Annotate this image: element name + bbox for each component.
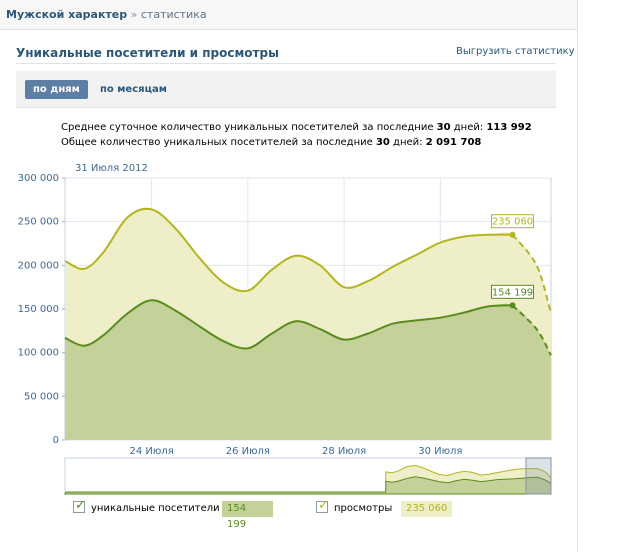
legend-label-views: просмотры <box>334 503 393 514</box>
check-icon: ✓ <box>318 498 329 513</box>
overview-selection-handle <box>525 457 552 495</box>
tab-by-month[interactable]: по месяцам <box>100 84 167 95</box>
content-border <box>577 30 578 552</box>
title-divider <box>16 63 556 64</box>
y-tick-label: 50 000 <box>24 391 59 402</box>
y-tick-label: 0 <box>53 435 59 446</box>
unique-value-label: 154 199 <box>492 287 533 298</box>
views-point-marker <box>509 231 516 238</box>
unique-area <box>65 300 551 440</box>
y-tick-label: 300 000 <box>18 173 59 184</box>
breadcrumb-current: статистика <box>140 8 207 21</box>
views-checkbox[interactable]: ✓ <box>316 498 329 513</box>
stats-total-value: 2 091 708 <box>425 137 482 148</box>
stats-average-line: Среднее суточное количество уникальных п… <box>61 122 532 133</box>
breadcrumb-separator: » <box>130 8 138 21</box>
breadcrumb-group-link[interactable]: Мужской характер <box>6 8 128 21</box>
check-icon: ✓ <box>75 498 86 513</box>
legend-label-unique: уникальные посетители <box>91 503 220 514</box>
views-line <box>64 207 513 293</box>
stats-total-line: Общее количество уникальных посетителей … <box>61 137 481 148</box>
panel-title: Уникальные посетители и просмотры <box>16 46 279 60</box>
export-stats-link[interactable]: Выгрузить статистику <box>456 46 575 57</box>
stats-total-text: Общее количество уникальных посетителей … <box>61 137 376 148</box>
x-tick-label: 30 Июля <box>418 446 462 457</box>
tab-by-day[interactable]: по дням <box>25 80 88 99</box>
unique-line-forecast <box>511 304 552 356</box>
stats-total-days: 30 <box>375 137 390 148</box>
legend-value-unique: 154 199 <box>222 501 273 530</box>
x-tick-label: 28 Июля <box>322 446 366 457</box>
stats-average-days: 30 <box>436 122 451 133</box>
unique-value-box <box>491 284 535 299</box>
breadcrumb: Мужской характер » статистика <box>0 0 578 30</box>
legend-value-views: 235 060 <box>401 501 453 517</box>
x-tick-label: 26 Июля <box>226 446 270 457</box>
stats-total-mid: дней: <box>389 137 426 148</box>
stats-average-value: 113 992 <box>486 122 532 133</box>
period-tabs: по дням по месяцам <box>16 71 556 108</box>
views-value-label: 235 060 <box>492 217 533 228</box>
unique-point-marker <box>509 302 516 309</box>
y-tick-label: 100 000 <box>18 348 59 359</box>
legend-item-unique[interactable]: ✓ уникальные посетители 154 199 <box>73 498 273 530</box>
legend-item-views[interactable]: ✓ просмотры 235 060 <box>316 498 476 517</box>
y-tick-label: 200 000 <box>18 260 59 271</box>
y-tick-label: 150 000 <box>18 304 59 315</box>
y-tick-label: 250 000 <box>18 217 59 228</box>
unique-checkbox[interactable]: ✓ <box>73 498 86 513</box>
views-value-box <box>491 214 535 229</box>
unique-line <box>64 299 513 350</box>
stats-average-text: Среднее суточное количество уникальных п… <box>61 122 437 133</box>
visitors-chart[interactable]: 0 50 000 100 000 150 000 200 000 250 000 300 0… <box>0 0 644 500</box>
unique-overview-area <box>64 476 552 495</box>
hover-date-label: 31 Июля 2012 <box>75 163 148 174</box>
x-tick-label: 24 Июля <box>130 446 174 457</box>
stats-average-mid: дней: <box>450 122 487 133</box>
